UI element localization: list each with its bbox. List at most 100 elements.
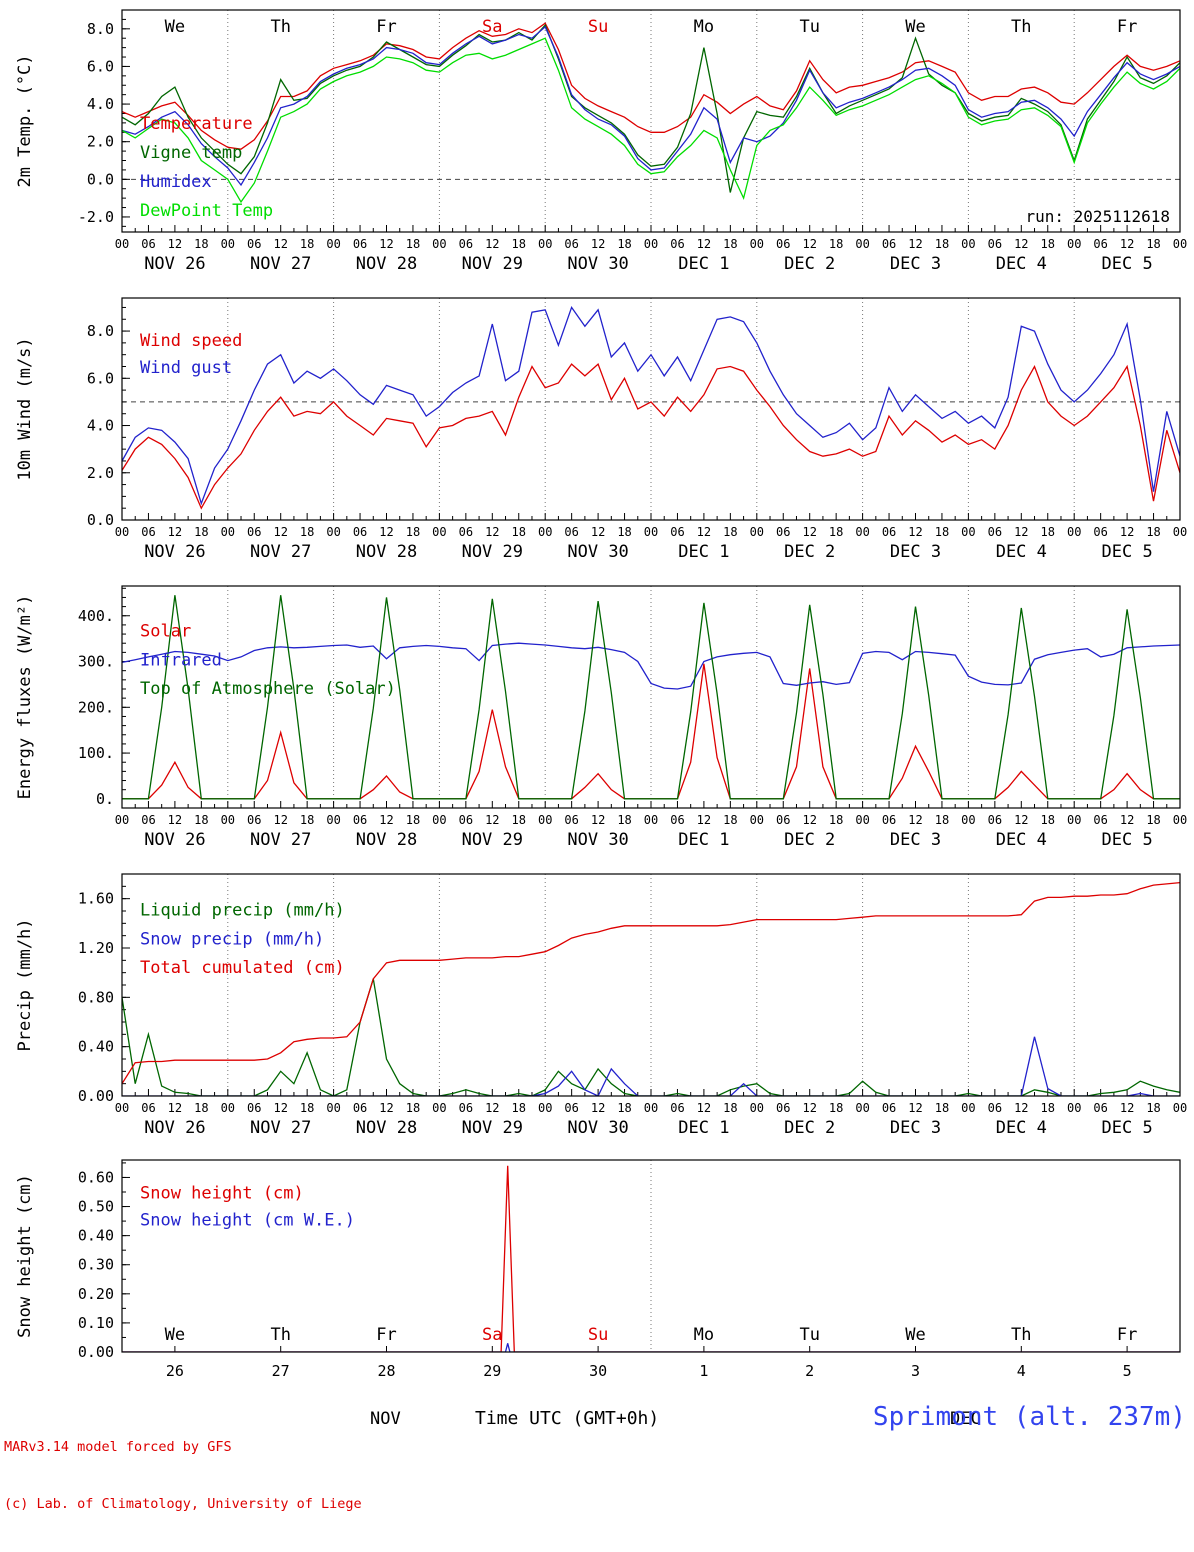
hour-tick-label: 00 xyxy=(538,1101,552,1115)
series-temperature xyxy=(122,22,1180,150)
day-label: DEC 5 xyxy=(1102,542,1153,562)
day-label: NOV 27 xyxy=(250,1118,311,1138)
hour-tick-label: 00 xyxy=(750,237,764,251)
hour-tick-label: 00 xyxy=(750,813,764,827)
hour-tick-label: 18 xyxy=(723,1101,737,1115)
hour-tick-label: 12 xyxy=(273,1101,287,1115)
hour-tick-label: 00 xyxy=(1067,525,1081,539)
y-tick-label: 0.20 xyxy=(78,1285,114,1303)
hour-tick-label: 12 xyxy=(802,1101,816,1115)
hour-tick-label: 18 xyxy=(935,813,949,827)
hour-tick-label: 12 xyxy=(273,813,287,827)
legend-item: Temperature xyxy=(140,114,253,134)
time-axis-label: Time UTC (GMT+0h) xyxy=(475,1408,660,1429)
model-credit: MARv3.14 model forced by GFS (c) Lab. of… xyxy=(4,1400,362,1552)
hour-tick-label: 12 xyxy=(485,813,499,827)
hour-tick-label: 18 xyxy=(300,1101,314,1115)
hour-tick-label: 06 xyxy=(1093,525,1107,539)
day-number: 28 xyxy=(377,1362,395,1380)
hour-tick-label: 06 xyxy=(988,1101,1002,1115)
day-label: DEC 1 xyxy=(678,542,729,562)
series-vigne-temp xyxy=(122,23,1180,193)
hour-tick-label: 18 xyxy=(406,525,420,539)
hour-tick-label: 00 xyxy=(1173,813,1187,827)
hour-tick-label: 06 xyxy=(1093,813,1107,827)
series-infrared xyxy=(122,642,1180,690)
hour-tick-label: 12 xyxy=(485,1101,499,1115)
day-name: Th xyxy=(270,17,290,37)
day-label: DEC 5 xyxy=(1102,1118,1153,1138)
hour-tick-label: 18 xyxy=(194,1101,208,1115)
hour-tick-label: 00 xyxy=(961,525,975,539)
y-tick-label: 0.80 xyxy=(78,988,114,1006)
hour-tick-label: 18 xyxy=(194,237,208,251)
hour-tick-label: 06 xyxy=(670,813,684,827)
hour-tick-label: 06 xyxy=(882,813,896,827)
hour-tick-label: 00 xyxy=(1173,237,1187,251)
day-name: Th xyxy=(1011,17,1031,37)
energy-flux-panel: 0. 100. 200. 300. 400. 00 06 12 18 00 06 12 18 00 06 12… xyxy=(15,585,1187,850)
hour-tick-label: 06 xyxy=(670,237,684,251)
series-snow-height-cm-w-e- xyxy=(122,1343,1180,1352)
hour-tick-label: 00 xyxy=(961,1101,975,1115)
day-label: NOV 30 xyxy=(567,542,628,562)
day-label: DEC 5 xyxy=(1102,254,1153,274)
hour-tick-label: 06 xyxy=(247,813,261,827)
day-name: Tu xyxy=(799,17,819,37)
hour-tick-label: 00 xyxy=(1067,1101,1081,1115)
month-label-dec: DEC xyxy=(950,1409,981,1429)
hour-tick-label: 18 xyxy=(617,813,631,827)
series-humidex xyxy=(122,25,1180,187)
y-tick-label: 1.20 xyxy=(78,939,114,957)
hour-tick-label: 18 xyxy=(1041,237,1055,251)
hour-tick-label: 12 xyxy=(1120,813,1134,827)
day-number: 5 xyxy=(1123,1362,1132,1380)
day-label: DEC 2 xyxy=(784,1118,835,1138)
day-number: 3 xyxy=(911,1362,920,1380)
hour-tick-label: 06 xyxy=(141,237,155,251)
station-label: Sprimont (alt. 237m) xyxy=(872,1402,1186,1432)
hour-tick-label: 06 xyxy=(459,1101,473,1115)
legend-item: Wind gust xyxy=(140,358,232,378)
hour-tick-label: 00 xyxy=(221,237,235,251)
legend-item: Snow height (cm W.E.) xyxy=(140,1211,355,1231)
hour-tick-label: 00 xyxy=(750,525,764,539)
hour-tick-label: 00 xyxy=(538,813,552,827)
series-top-of-atmosphere-solar- xyxy=(122,595,1180,800)
day-label: DEC 3 xyxy=(890,254,941,274)
day-label: NOV 28 xyxy=(356,830,417,850)
day-label: DEC 1 xyxy=(678,254,729,274)
hour-tick-label: 18 xyxy=(1041,525,1055,539)
day-name: Sa xyxy=(482,1325,502,1345)
y-tick-label: 0.50 xyxy=(78,1198,114,1216)
hour-tick-label: 00 xyxy=(1067,813,1081,827)
hour-tick-label: 12 xyxy=(1014,525,1028,539)
hour-tick-label: 06 xyxy=(670,525,684,539)
hour-tick-label: 18 xyxy=(1146,525,1160,539)
hour-tick-label: 12 xyxy=(168,1101,182,1115)
hour-tick-label: 00 xyxy=(961,237,975,251)
hour-tick-label: 18 xyxy=(512,813,526,827)
series-total-cumulated-cm- xyxy=(122,881,1180,1085)
day-name: We xyxy=(165,1325,185,1345)
hour-tick-label: 12 xyxy=(591,237,605,251)
day-name: Su xyxy=(588,17,608,37)
hour-tick-label: 12 xyxy=(379,525,393,539)
y-tick-label: 2.0 xyxy=(87,133,114,151)
hour-tick-label: 18 xyxy=(300,237,314,251)
y-tick-label: 100. xyxy=(78,744,114,762)
y-tick-label: 6.0 xyxy=(87,369,114,387)
day-label: NOV 29 xyxy=(462,254,523,274)
hour-tick-label: 12 xyxy=(908,813,922,827)
hour-tick-label: 06 xyxy=(670,1101,684,1115)
y-tick-label: 0.30 xyxy=(78,1256,114,1274)
hour-tick-label: 00 xyxy=(538,525,552,539)
hour-tick-label: 06 xyxy=(564,813,578,827)
hour-tick-label: 06 xyxy=(776,813,790,827)
hour-tick-label: 18 xyxy=(617,237,631,251)
series-dewpoint-temp xyxy=(122,37,1180,204)
hour-tick-label: 06 xyxy=(141,1101,155,1115)
hour-tick-label: 18 xyxy=(723,237,737,251)
hour-tick-label: 00 xyxy=(326,1101,340,1115)
hour-tick-label: 12 xyxy=(273,525,287,539)
